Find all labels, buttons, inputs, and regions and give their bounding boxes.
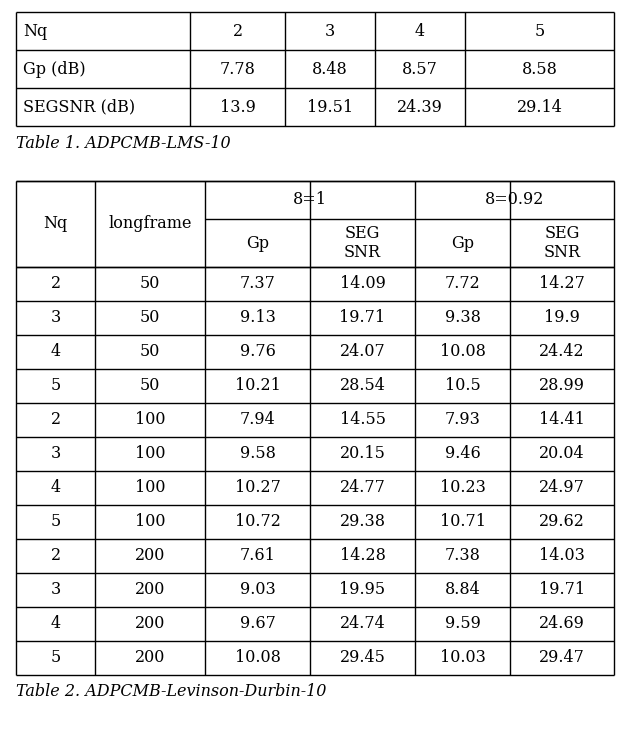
Text: 4: 4 xyxy=(51,616,61,632)
Text: SEG
SNR: SEG SNR xyxy=(344,225,381,261)
Text: 7.78: 7.78 xyxy=(219,61,256,77)
Text: longframe: longframe xyxy=(108,215,191,232)
Text: 24.39: 24.39 xyxy=(397,99,443,116)
Text: 14.28: 14.28 xyxy=(340,548,385,565)
Text: 10.72: 10.72 xyxy=(235,513,280,531)
Text: 50: 50 xyxy=(140,344,160,361)
Text: 7.72: 7.72 xyxy=(444,275,481,292)
Text: 14.03: 14.03 xyxy=(539,548,585,565)
Text: 200: 200 xyxy=(135,616,165,632)
Text: 9.59: 9.59 xyxy=(444,616,481,632)
Text: 8.84: 8.84 xyxy=(444,582,481,599)
Text: 2: 2 xyxy=(51,548,61,565)
Text: 100: 100 xyxy=(135,479,165,496)
Text: 19.9: 19.9 xyxy=(544,309,580,326)
Text: 10.27: 10.27 xyxy=(235,479,280,496)
Text: 19.51: 19.51 xyxy=(307,99,353,116)
Text: 9.67: 9.67 xyxy=(240,616,275,632)
Text: 7.61: 7.61 xyxy=(240,548,275,565)
Text: 29.62: 29.62 xyxy=(539,513,585,531)
Text: 24.97: 24.97 xyxy=(539,479,585,496)
Text: 14.41: 14.41 xyxy=(539,412,585,428)
Text: 28.99: 28.99 xyxy=(539,378,585,395)
Text: 9.13: 9.13 xyxy=(240,309,275,326)
Text: 2: 2 xyxy=(51,412,61,428)
Text: 200: 200 xyxy=(135,582,165,599)
Text: 8.57: 8.57 xyxy=(402,61,438,77)
Text: 13.9: 13.9 xyxy=(219,99,256,116)
Text: 24.42: 24.42 xyxy=(539,344,585,361)
Text: 5: 5 xyxy=(50,378,61,395)
Text: 100: 100 xyxy=(135,445,165,462)
Text: 200: 200 xyxy=(135,649,165,666)
Text: Table 2. ADPCMB-Levinson-Durbin-10: Table 2. ADPCMB-Levinson-Durbin-10 xyxy=(16,683,327,700)
Text: 50: 50 xyxy=(140,275,160,292)
Text: Gp: Gp xyxy=(451,234,474,252)
Text: 29.45: 29.45 xyxy=(340,649,385,666)
Text: 4: 4 xyxy=(415,22,425,39)
Text: 50: 50 xyxy=(140,378,160,395)
Text: Table 1. ADPCMB-LMS-10: Table 1. ADPCMB-LMS-10 xyxy=(16,134,231,151)
Text: 19.95: 19.95 xyxy=(339,582,385,599)
Text: 7.94: 7.94 xyxy=(240,412,275,428)
Text: 29.38: 29.38 xyxy=(339,513,385,531)
Text: 29.14: 29.14 xyxy=(517,99,562,116)
Text: 9.76: 9.76 xyxy=(240,344,275,361)
Text: 3: 3 xyxy=(50,309,61,326)
Text: 2: 2 xyxy=(233,22,243,39)
Text: Gp (dB): Gp (dB) xyxy=(23,61,86,77)
Text: 10.03: 10.03 xyxy=(439,649,486,666)
Text: 8=1: 8=1 xyxy=(293,191,327,209)
Text: 24.74: 24.74 xyxy=(340,616,385,632)
Text: 10.23: 10.23 xyxy=(439,479,486,496)
Text: 4: 4 xyxy=(51,344,61,361)
Text: 7.38: 7.38 xyxy=(444,548,481,565)
Text: Nq: Nq xyxy=(43,215,68,232)
Text: 24.77: 24.77 xyxy=(340,479,385,496)
Text: 10.08: 10.08 xyxy=(439,344,486,361)
Text: 8.58: 8.58 xyxy=(522,61,557,77)
Text: 10.5: 10.5 xyxy=(444,378,481,395)
Text: 9.46: 9.46 xyxy=(444,445,481,462)
Text: 3: 3 xyxy=(325,22,335,39)
Text: SEGSNR (dB): SEGSNR (dB) xyxy=(23,99,135,116)
Text: 20.04: 20.04 xyxy=(539,445,585,462)
Text: 9.58: 9.58 xyxy=(240,445,275,462)
Text: 14.09: 14.09 xyxy=(340,275,385,292)
Text: 5: 5 xyxy=(50,649,61,666)
Text: 7.37: 7.37 xyxy=(240,275,275,292)
Text: SEG
SNR: SEG SNR xyxy=(543,225,581,261)
Text: 19.71: 19.71 xyxy=(539,582,585,599)
Text: 3: 3 xyxy=(50,445,61,462)
Text: 20.15: 20.15 xyxy=(340,445,385,462)
Text: 5: 5 xyxy=(50,513,61,531)
Text: Gp: Gp xyxy=(246,234,269,252)
Text: 24.69: 24.69 xyxy=(539,616,585,632)
Text: 24.07: 24.07 xyxy=(340,344,385,361)
Text: 19.71: 19.71 xyxy=(339,309,385,326)
Text: 8=0.92: 8=0.92 xyxy=(485,191,544,209)
Text: 9.03: 9.03 xyxy=(240,582,275,599)
Text: 100: 100 xyxy=(135,513,165,531)
Text: 2: 2 xyxy=(51,275,61,292)
Text: 14.27: 14.27 xyxy=(539,275,585,292)
Text: 10.08: 10.08 xyxy=(235,649,280,666)
Text: 10.71: 10.71 xyxy=(439,513,486,531)
Text: 10.21: 10.21 xyxy=(235,378,280,395)
Text: 9.38: 9.38 xyxy=(444,309,481,326)
Text: 28.54: 28.54 xyxy=(340,378,385,395)
Text: 50: 50 xyxy=(140,309,160,326)
Text: 5: 5 xyxy=(534,22,545,39)
Text: 200: 200 xyxy=(135,548,165,565)
Text: 3: 3 xyxy=(50,582,61,599)
Text: 14.55: 14.55 xyxy=(339,412,385,428)
Text: 29.47: 29.47 xyxy=(539,649,585,666)
Text: 8.48: 8.48 xyxy=(312,61,348,77)
Text: 100: 100 xyxy=(135,412,165,428)
Text: 7.93: 7.93 xyxy=(444,412,481,428)
Text: Nq: Nq xyxy=(23,22,48,39)
Text: 4: 4 xyxy=(51,479,61,496)
